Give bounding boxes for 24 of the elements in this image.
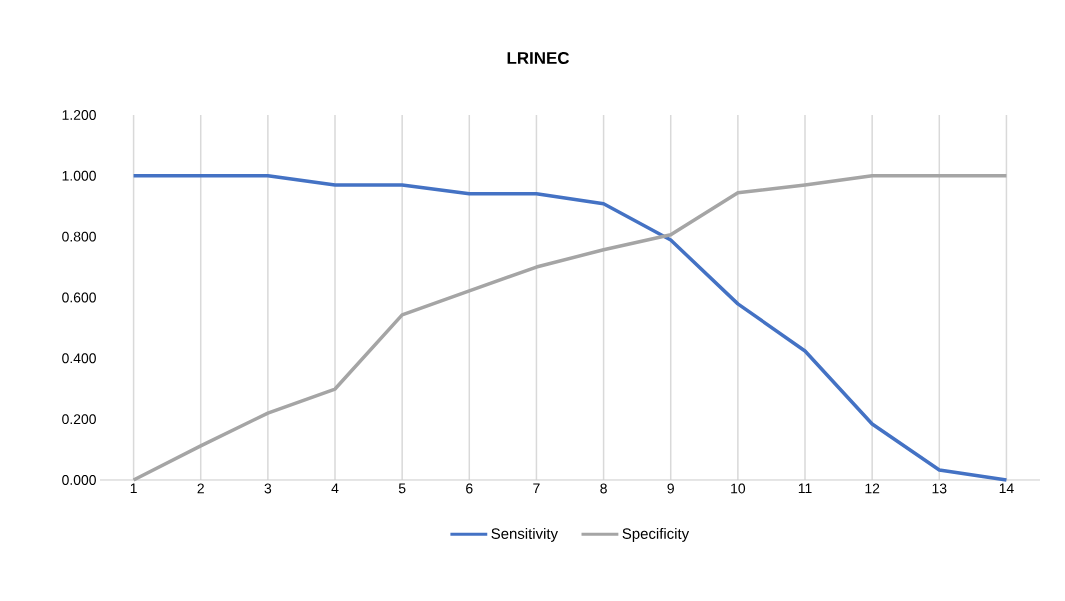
x-tick-label: 4 (331, 483, 339, 494)
x-tick-label: 6 (466, 483, 473, 494)
x-tick-label: 9 (667, 483, 674, 494)
x-tick-label: 12 (865, 483, 880, 494)
y-tick-label: 0.000 (62, 475, 96, 485)
y-tick-label: 0.800 (62, 231, 96, 242)
x-tick-label: 2 (197, 483, 204, 494)
x-tick-label: 11 (798, 483, 812, 494)
x-tick-label: 5 (398, 483, 406, 494)
y-tick-label: 1.000 (62, 170, 96, 181)
x-tick-label: 8 (600, 483, 607, 494)
x-tick-label: 14 (999, 483, 1014, 494)
chart-title: LRINEC (507, 51, 570, 64)
legend-label: Sensitivity (491, 527, 558, 542)
y-tick-label: 0.200 (62, 414, 96, 425)
x-tick-label: 7 (533, 483, 540, 494)
y-tick-label: 0.400 (62, 353, 96, 364)
y-tick-label: 0.600 (62, 292, 96, 303)
x-tick-label: 1 (130, 483, 137, 494)
x-tick-label: 3 (264, 483, 272, 494)
x-tick-label: 10 (731, 483, 746, 494)
y-tick-label: 1.200 (62, 110, 96, 120)
legend-label: Specificity (622, 527, 690, 542)
x-tick-label: 13 (932, 483, 947, 494)
